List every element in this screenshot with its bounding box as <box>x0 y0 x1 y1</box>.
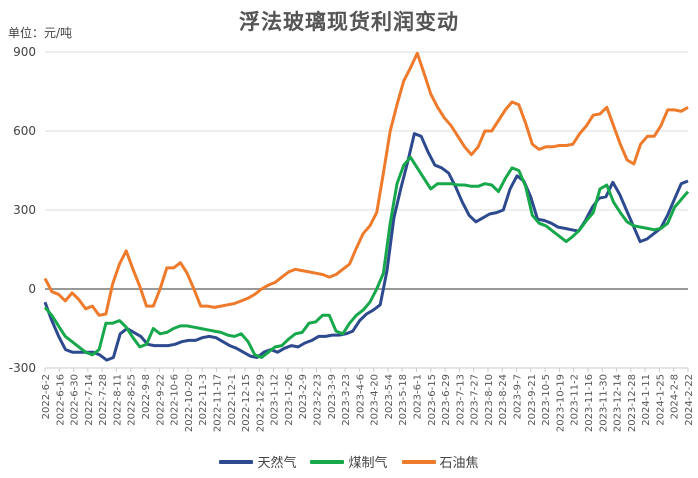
legend-item-coal-gas: 煤制气 <box>310 452 388 471</box>
x-tick-label: 2023-6-1 <box>413 374 424 419</box>
legend-label: 煤制气 <box>348 456 388 471</box>
x-tick-label: 2022-6-2 <box>41 374 52 419</box>
x-tick-label: 2023-6-29 <box>441 374 452 426</box>
x-tick-label: 2022-7-14 <box>84 374 95 426</box>
legend-swatch-icon <box>401 459 436 464</box>
y-tick-label: 0 <box>28 282 36 296</box>
x-axis: 2022-6-2 2022-6-16 2022-6-30 2022-7-14 2022-… <box>41 367 695 432</box>
x-tick-label: 2022-6-16 <box>55 374 66 426</box>
x-tick-label: 2023-9-7 <box>513 374 524 419</box>
x-tick-label: 2023-9-21 <box>527 374 538 426</box>
x-tick-label: 2022-10-20 <box>184 374 195 432</box>
legend-item-petroleum-coke: 石油焦 <box>401 452 479 471</box>
x-tick-label: 2023-2-9 <box>298 374 309 419</box>
legend-swatch-icon <box>219 459 254 464</box>
x-tick-label: 2024-1-25 <box>655 374 666 426</box>
x-tick-label: 2023-11-30 <box>598 374 609 432</box>
x-tick-label: 2022-7-28 <box>98 374 109 426</box>
x-tick-label: 2022-9-8 <box>141 374 152 419</box>
x-tick-label: 2022-12-29 <box>255 374 266 432</box>
series-lines <box>43 51 690 362</box>
x-tick-label: 2023-8-10 <box>484 374 495 426</box>
x-tick-label: 2023-3-23 <box>341 374 352 426</box>
x-tick-label: 2023-5-18 <box>398 374 409 426</box>
x-tick-label: 2023-11-16 <box>584 374 595 432</box>
unit-label: 单位：元/吨 <box>8 26 73 40</box>
x-tick-label: 2023-1-12 <box>270 374 281 426</box>
series-line <box>43 51 689 317</box>
x-tick-label: 2022-6-30 <box>70 374 81 426</box>
x-tick-label: 2023-12-14 <box>613 374 624 432</box>
x-tick-label: 2022-10-6 <box>170 374 181 426</box>
x-tick-label: 2023-11-2 <box>570 374 581 426</box>
chart-title: 浮法玻璃现货利润变动 <box>239 10 459 34</box>
legend: 天然气 煤制气 石油焦 <box>0 452 698 471</box>
x-tick-label: 2023-7-27 <box>470 374 481 426</box>
x-tick-label: 2023-12-28 <box>627 374 638 432</box>
y-tick-label: -300 <box>9 361 36 375</box>
legend-swatch-icon <box>310 459 345 464</box>
legend-label: 石油焦 <box>439 456 479 471</box>
x-tick-label: 2023-10-19 <box>555 374 566 432</box>
x-tick-label: 2023-5-4 <box>384 374 395 419</box>
x-tick-label: 2023-4-6 <box>355 374 366 419</box>
series-line <box>43 155 690 359</box>
x-tick-label: 2023-7-13 <box>455 374 466 426</box>
x-tick-label: 2024-2-8 <box>670 374 681 419</box>
x-tick-label: 2022-11-3 <box>198 374 209 426</box>
y-tick-label: 900 <box>13 45 36 59</box>
x-tick-label: 2024-2-22 <box>684 374 695 426</box>
x-tick-label: 2023-10-5 <box>541 374 552 426</box>
x-tick-label: 2023-2-23 <box>312 374 323 426</box>
y-tick-label: 600 <box>13 124 36 138</box>
legend-item-natural-gas: 天然气 <box>219 452 296 471</box>
x-tick-label: 2022-11-17 <box>212 374 223 432</box>
x-tick-label: 2022-12-1 <box>227 374 238 426</box>
y-tick-label: 300 <box>13 203 36 217</box>
x-tick-label: 2022-8-25 <box>127 374 138 426</box>
x-tick-label: 2023-8-24 <box>498 374 509 426</box>
y-axis: -300 0 300 600 900 <box>9 45 36 375</box>
x-tick-label: 2023-3-9 <box>327 374 338 419</box>
x-tick-label: 2024-1-11 <box>641 374 652 426</box>
x-tick-label: 2023-6-15 <box>427 374 438 426</box>
x-tick-label: 2022-12-15 <box>241 374 252 432</box>
x-tick-label: 2023-4-20 <box>370 374 381 426</box>
x-tick-label: 2023-1-26 <box>284 374 295 426</box>
series-line <box>43 132 689 362</box>
legend-label: 天然气 <box>257 456 297 471</box>
x-tick-label: 2022-8-11 <box>112 374 123 426</box>
x-tick-label: 2022-9-22 <box>155 374 166 426</box>
